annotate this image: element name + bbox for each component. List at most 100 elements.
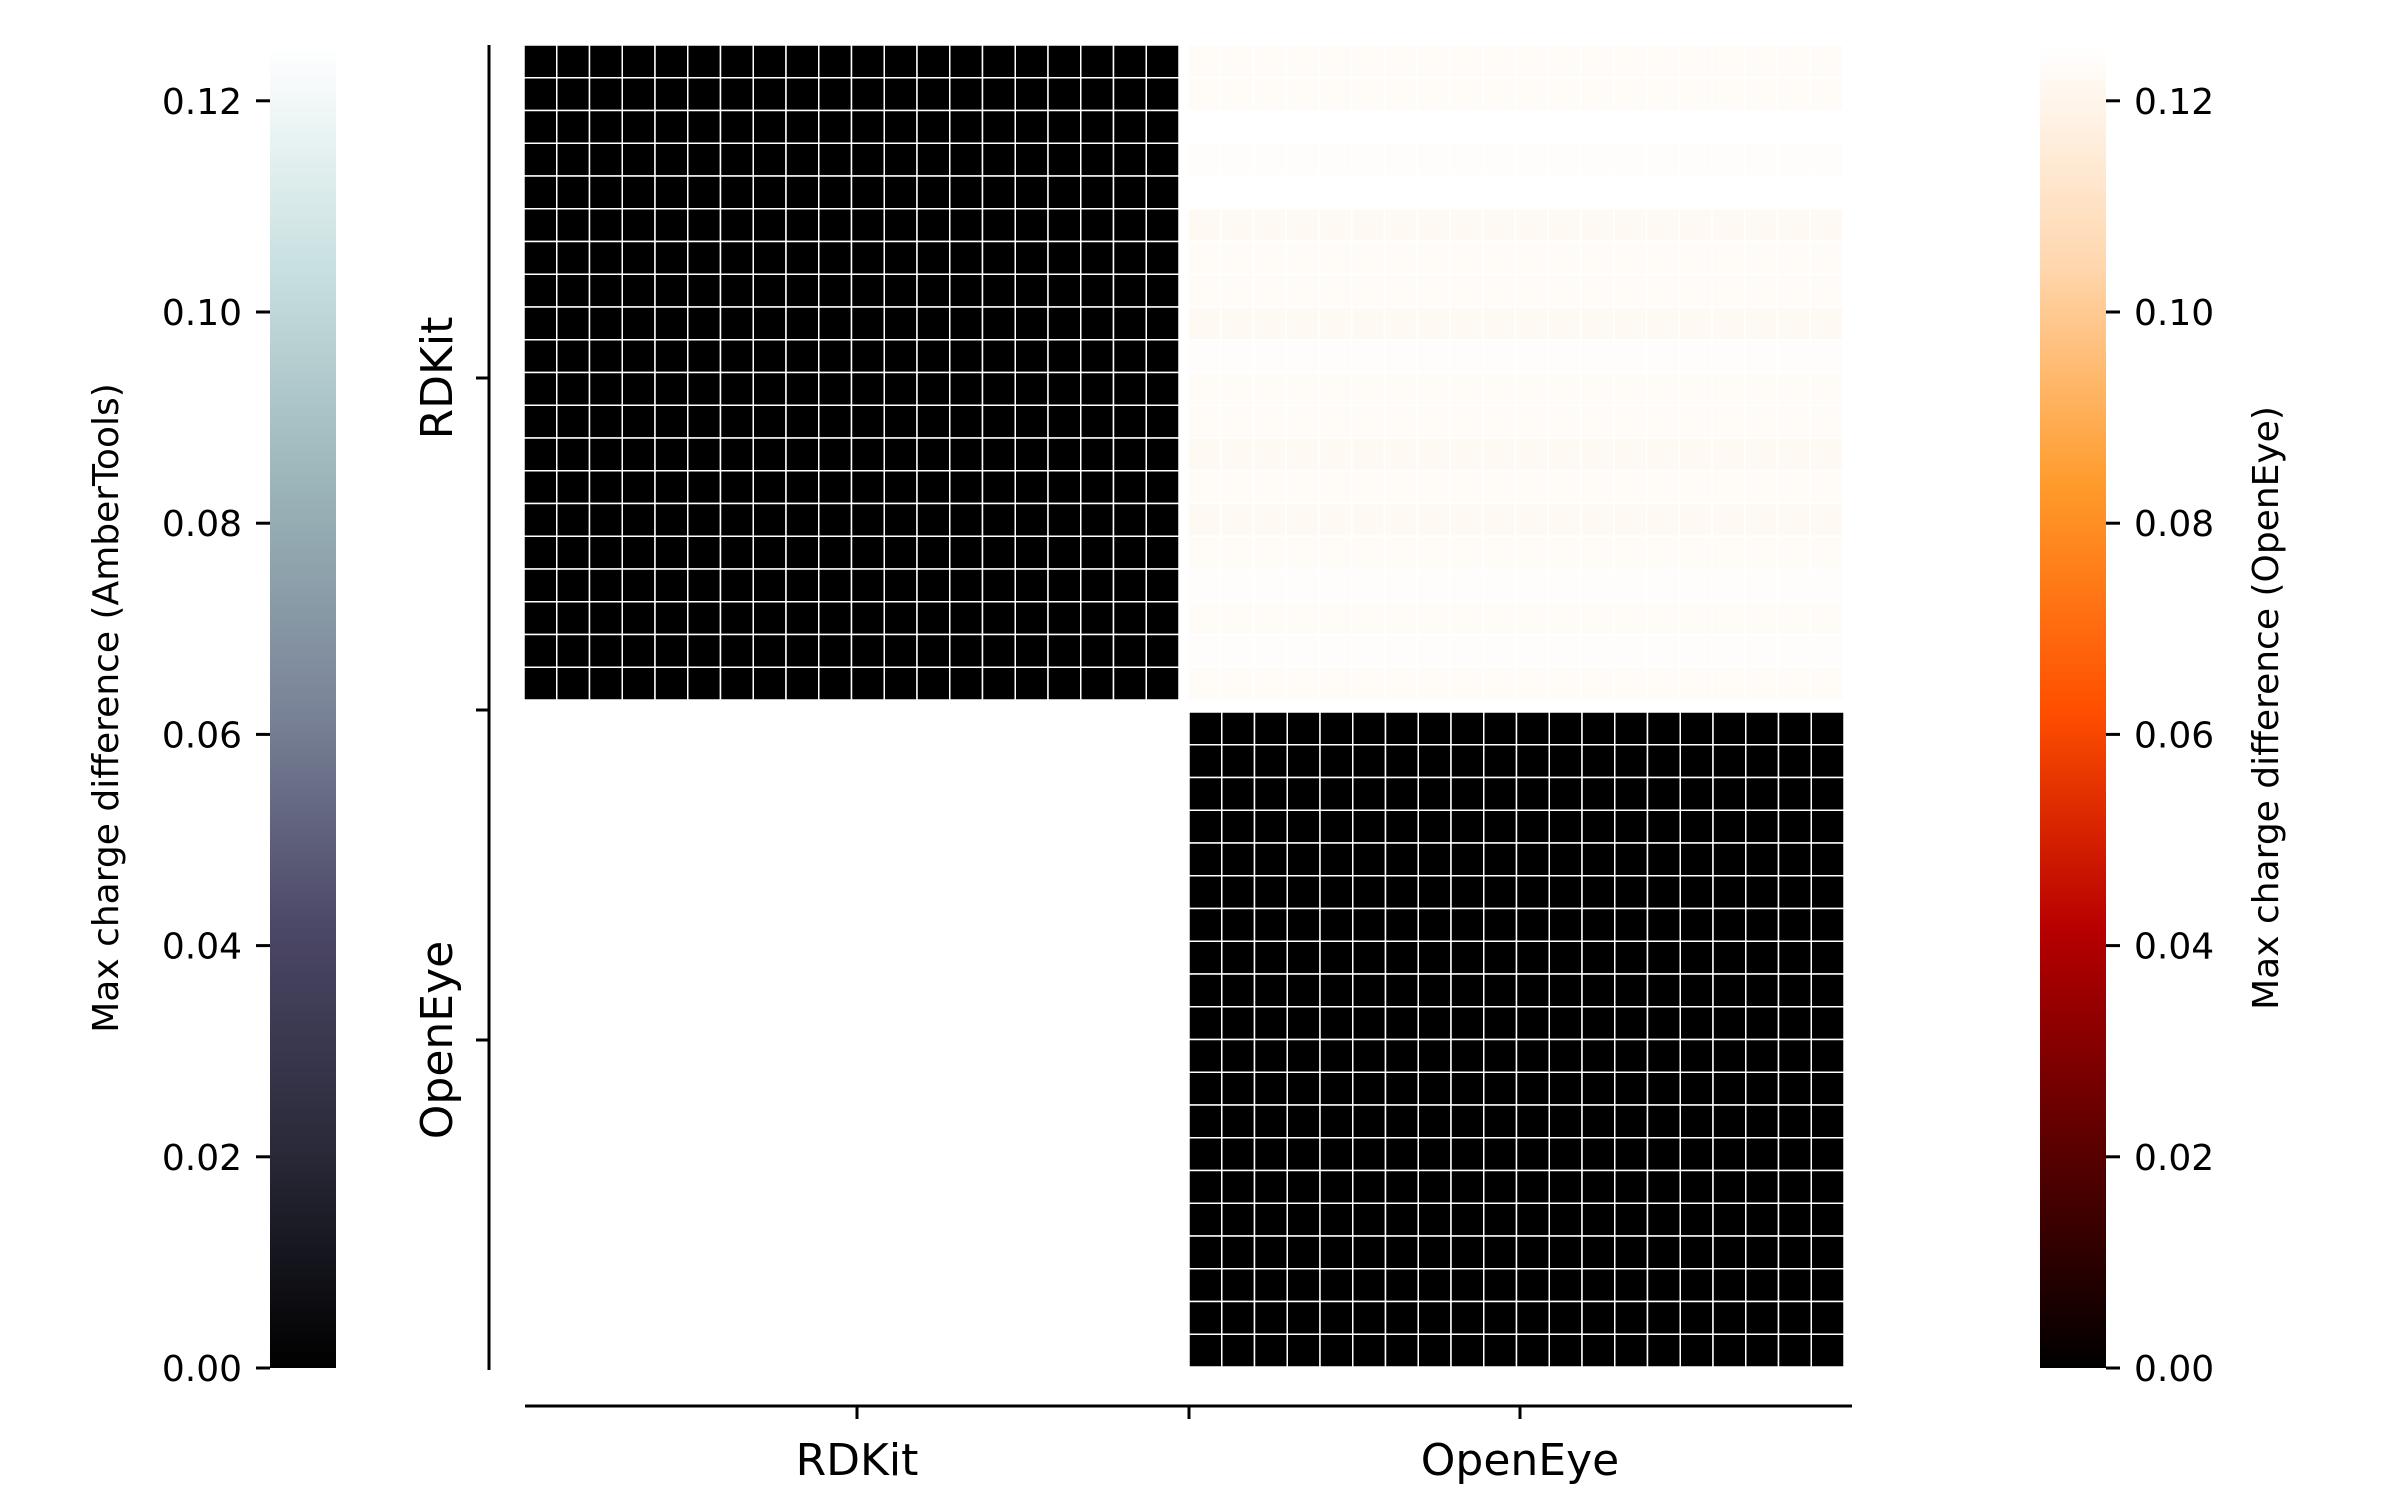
- heatmap-cell: [917, 569, 950, 602]
- heatmap-cell: [1353, 974, 1386, 1007]
- heatmap-cell: [884, 536, 917, 569]
- heatmap-cell: [1189, 909, 1222, 942]
- heatmap-cell: [1517, 1138, 1550, 1171]
- heatmap-cell: [1015, 438, 1048, 471]
- heatmap-cell: [1713, 1203, 1746, 1236]
- heatmap-cell: [1648, 974, 1681, 1007]
- heatmap-cell: [1254, 209, 1287, 242]
- heatmap-cell: [1712, 242, 1745, 275]
- heatmap-cell: [1582, 1072, 1615, 1105]
- heatmap-cell: [1811, 1203, 1844, 1236]
- heatmap-cell: [1353, 1171, 1386, 1204]
- heatmap-cell: [1189, 1007, 1222, 1040]
- heatmap-cell: [1680, 778, 1713, 811]
- heatmap-cell: [1114, 635, 1147, 668]
- heatmap-cell: [1648, 1072, 1681, 1105]
- heatmap-cell: [655, 78, 688, 111]
- heatmap-cell: [1048, 111, 1081, 144]
- heatmap-cell: [1385, 438, 1418, 471]
- heatmap-cell: [1320, 1269, 1353, 1302]
- heatmap-cell: [1352, 340, 1385, 373]
- heatmap-cell: [1222, 810, 1255, 843]
- heatmap-cell: [1679, 569, 1712, 602]
- heatmap-cell: [1680, 1334, 1713, 1367]
- heatmap-cell: [884, 504, 917, 537]
- heatmap-cell: [1549, 1334, 1582, 1367]
- heatmap-cell: [1548, 373, 1581, 406]
- heatmap-cell: [1417, 667, 1450, 700]
- heatmap-cell: [1287, 712, 1320, 745]
- heatmap-cell: [1254, 504, 1287, 537]
- heatmap-cell: [1712, 438, 1745, 471]
- heatmap-cell: [1679, 405, 1712, 438]
- heatmap-cell: [1746, 1138, 1779, 1171]
- heatmap-cell: [1385, 209, 1418, 242]
- heatmap-cell: [1352, 569, 1385, 602]
- heatmap-cell: [983, 536, 1016, 569]
- heatmap-cell: [950, 504, 983, 537]
- heatmap-cell: [1385, 667, 1418, 700]
- heatmap-cell: [655, 176, 688, 209]
- heatmap-cell: [721, 602, 754, 635]
- heatmap-cell: [1745, 176, 1778, 209]
- heatmap-cell: [852, 45, 885, 78]
- heatmap-cell: [1451, 909, 1484, 942]
- heatmap-cell: [1255, 745, 1288, 778]
- heatmap-cell: [622, 176, 655, 209]
- heatmap-cell: [1386, 1072, 1419, 1105]
- heatmap-cell: [1811, 1171, 1844, 1204]
- heatmap-cell: [1450, 602, 1483, 635]
- heatmap-cell: [1746, 745, 1779, 778]
- heatmap-cell: [1746, 1007, 1779, 1040]
- heatmap-cell: [1811, 745, 1844, 778]
- heatmap-cell: [1386, 1138, 1419, 1171]
- heatmap-cell: [1548, 569, 1581, 602]
- heatmap-cell: [590, 176, 623, 209]
- heatmap-cell: [557, 667, 590, 700]
- heatmap-cell: [786, 373, 819, 406]
- heatmap-cell: [1810, 143, 1843, 176]
- heatmap-cell: [1548, 667, 1581, 700]
- heatmap-cell: [1188, 45, 1221, 78]
- heatmap-cell: [1779, 745, 1812, 778]
- heatmap-cell: [852, 438, 885, 471]
- heatmap-cell: [1385, 471, 1418, 504]
- heatmap-cell: [1385, 143, 1418, 176]
- heatmap-cell: [1614, 45, 1647, 78]
- heatmap-cell: [1549, 712, 1582, 745]
- heatmap-cell: [1779, 974, 1812, 1007]
- heatmap-cell: [1712, 274, 1745, 307]
- heatmap-cell: [1778, 45, 1811, 78]
- heatmap-cell: [524, 635, 557, 668]
- heatmap-cell: [1647, 143, 1680, 176]
- heatmap-cell: [557, 602, 590, 635]
- heatmap-cell: [1254, 111, 1287, 144]
- heatmap-cell: [688, 242, 721, 275]
- heatmap-cell: [1614, 340, 1647, 373]
- heatmap-cell: [819, 405, 852, 438]
- colorbar-right-tick-label: 0.06: [2134, 715, 2214, 756]
- heatmap-cell: [1146, 274, 1179, 307]
- heatmap-cell: [1254, 405, 1287, 438]
- heatmap-cell: [557, 78, 590, 111]
- heatmap-cell: [1286, 209, 1319, 242]
- colorbar-left-tick-label: 0.10: [162, 293, 242, 334]
- heatmap-cell: [1417, 143, 1450, 176]
- heatmap-cell: [1386, 745, 1419, 778]
- heatmap-cell: [1450, 242, 1483, 275]
- heatmap-cell: [1386, 909, 1419, 942]
- heatmap-cell: [590, 602, 623, 635]
- heatmap-cell: [1615, 974, 1648, 1007]
- heatmap-cell: [1451, 745, 1484, 778]
- heatmap-cell: [1254, 340, 1287, 373]
- heatmap-cell: [1484, 1007, 1517, 1040]
- heatmap-cell: [655, 274, 688, 307]
- heatmap-cell: [1516, 307, 1549, 340]
- heatmap-cell: [1615, 941, 1648, 974]
- heatmap-cell: [721, 176, 754, 209]
- heatmap-cell: [1450, 373, 1483, 406]
- heatmap-cell: [1549, 778, 1582, 811]
- heatmap-cell: [786, 602, 819, 635]
- heatmap-cell: [1745, 536, 1778, 569]
- heatmap-cell: [1048, 143, 1081, 176]
